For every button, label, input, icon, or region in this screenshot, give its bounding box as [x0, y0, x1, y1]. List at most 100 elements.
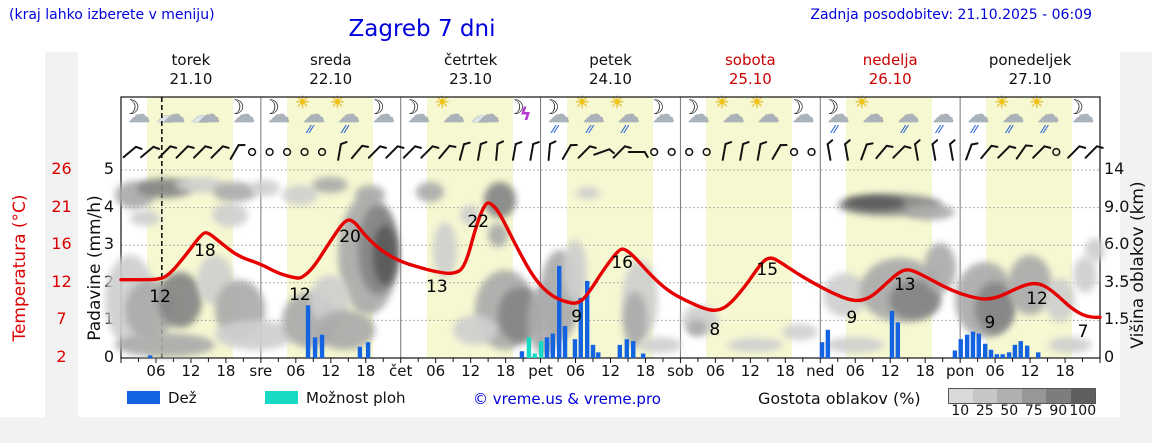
wind-barb-icon — [511, 143, 517, 161]
x-hour-label: 06 — [845, 362, 865, 380]
cloud-icon: ☁ — [967, 103, 990, 128]
grayscale-segment — [972, 388, 997, 404]
temp-tick-label: 2 — [56, 347, 67, 366]
rain-tick-label: 0 — [103, 347, 114, 366]
day-header: sreda 22.10 — [309, 51, 353, 88]
cloud-density-blob — [687, 320, 707, 336]
cloud-icon: ☁ — [190, 106, 209, 127]
wind-barb-icon — [210, 145, 224, 159]
copyright-link[interactable]: © vreme.us & vreme.pro — [473, 390, 661, 408]
rain-tick-label: 5 — [103, 159, 114, 178]
cloud-density-blob — [825, 337, 885, 353]
x-hour-label: 18 — [775, 362, 795, 380]
grayscale-segment — [1021, 388, 1046, 404]
rain-bar — [590, 344, 596, 358]
rain-bar — [312, 337, 318, 358]
cloud-icon: ☁ — [897, 103, 920, 128]
cloud-density-blob — [563, 240, 587, 300]
cloud-density-blob — [158, 272, 202, 328]
wind-barb-icon — [458, 143, 465, 161]
bottom-strip — [0, 417, 1152, 443]
shower-legend-label: Možnost ploh — [306, 389, 406, 407]
wind-calm-icon — [807, 147, 816, 157]
rain-drops-icon: ⁄⁄ — [832, 123, 838, 136]
lightning-icon: ϟ — [519, 104, 532, 125]
cloud-density-blob — [727, 338, 783, 352]
wind-calm-icon — [667, 147, 676, 157]
last-update: Zadnja posodobitev: 21.10.2025 - 06:09 — [810, 7, 1092, 23]
x-hour-label: 12 — [321, 362, 341, 380]
wind-barb-icon — [914, 143, 919, 161]
wind-calm-icon — [317, 147, 327, 157]
rain-bar — [895, 322, 900, 358]
grayscale-tick-label: 75 — [1024, 403, 1043, 419]
rain-bar — [1018, 341, 1023, 358]
cloud-density-blob — [212, 203, 248, 227]
x-hour-label: 12 — [880, 362, 900, 380]
wind-barb-icon — [350, 144, 364, 160]
rain-bar — [889, 311, 895, 358]
sun-icon: ☀ — [1029, 93, 1045, 113]
rain-bar — [572, 339, 578, 358]
cloud-icon: ☁ — [827, 103, 850, 128]
cloud-density-blob — [250, 180, 280, 196]
moon-icon: ☽ — [122, 95, 140, 119]
temp-value-label: 12 — [289, 285, 311, 306]
sun-icon: ☀ — [749, 93, 765, 113]
cloud-density-blob — [416, 182, 444, 202]
wind-barb-icon — [420, 145, 434, 159]
page-title: Zagreb 7 dni — [348, 16, 496, 42]
weather-icon-cloudy: ☁ ☁ — [471, 96, 506, 138]
cloud-density-blob — [905, 204, 955, 220]
day-header: četrtek 23.10 — [443, 51, 498, 88]
cloud-density-blob — [433, 222, 457, 278]
cloud-density-blob — [638, 337, 682, 353]
cloud-density-blob — [576, 187, 600, 199]
cloud-density-blob — [115, 333, 215, 357]
wind-barb-icon — [980, 144, 993, 160]
weather-icon-sun-cloud-rain: ☀ ☁ ⁄⁄ — [330, 95, 366, 138]
menu-hint: (kraj lahko izberete v meniju) — [9, 7, 215, 23]
cloud-density-blob — [623, 292, 647, 348]
wind-barb-icon — [739, 143, 745, 161]
x-hour-label: 18 — [356, 362, 376, 380]
cloud-icon: ☁ — [1002, 103, 1025, 128]
temp-value-label: 9 — [846, 308, 858, 329]
sun-icon: ☀ — [854, 93, 870, 113]
cloud-icon: ☁ — [757, 103, 780, 128]
rain-bar — [640, 353, 646, 358]
weather-icon-cloud-rain: ☁ ⁄⁄ — [925, 96, 960, 138]
rain-bar — [976, 333, 981, 358]
wind-barb-icon — [756, 143, 762, 161]
wind-barb-icon — [860, 143, 868, 161]
wind-barb-icon — [997, 145, 1011, 159]
wind-barb-icon — [438, 144, 451, 160]
rain-drops-icon: ⁄⁄ — [342, 123, 349, 136]
cloud-density-blob — [315, 310, 375, 350]
shower-bar — [526, 337, 532, 358]
cloud-density-blob — [373, 225, 397, 285]
cloud-density-blob — [282, 185, 318, 205]
x-hour-label: 12 — [740, 362, 760, 380]
rain-bar — [994, 354, 1000, 358]
x-day-abbr: pet — [528, 362, 553, 380]
cloud-icon: ☁ — [155, 106, 174, 127]
x-hour-label: 06 — [565, 362, 586, 380]
shower-legend-swatch — [265, 391, 298, 404]
moon-icon: ☽ — [646, 95, 665, 119]
weather-icon-cloud-rain: ☁ ⁄⁄ — [890, 96, 925, 138]
rain-drops-icon: ⁄⁄ — [1007, 123, 1013, 136]
wind-barb-icon — [158, 145, 172, 159]
x-day-abbr: sob — [667, 362, 694, 380]
x-hour-label: 06 — [286, 362, 306, 380]
rain-drops-icon: ⁄⁄ — [937, 123, 943, 136]
temp-value-label: 13 — [426, 276, 448, 297]
rain-bar — [357, 346, 363, 358]
weather-icon-sun-cloud: ☀ ☁ — [749, 93, 785, 138]
moon-icon: ☽ — [786, 95, 805, 119]
x-hour-label: 06 — [146, 362, 166, 380]
rain-bar — [624, 339, 630, 358]
cloud-icon: ☁ — [1072, 103, 1095, 128]
cloud-density-blob — [823, 273, 867, 317]
